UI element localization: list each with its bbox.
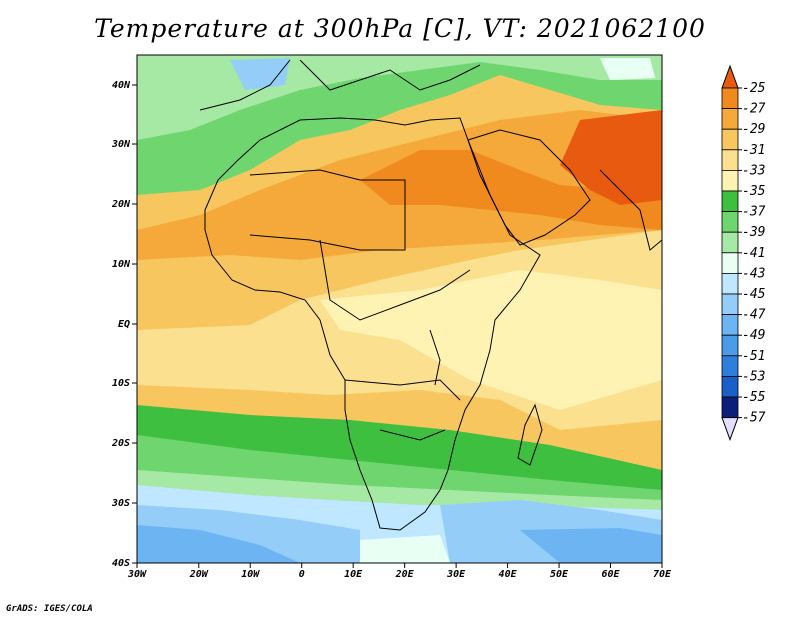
field-35: [320, 270, 662, 410]
longitude-axis: 30W 20W 10W 0 10E 20E 30E 40E 50E 60E 70E: [127, 563, 672, 580]
temperature-field: [137, 55, 662, 563]
colorbar: -25 -27 -29 -31 -33 -35 -37 -39 -41 -43 -45 -47 -49 -…: [721, 64, 766, 442]
lat-label: 10S: [112, 378, 130, 389]
colorbar-label: -41: [742, 246, 765, 261]
coastlines: [199, 59, 662, 531]
rift-lakes: [429, 329, 441, 386]
field-49-south: [137, 525, 300, 563]
colorbar-label: -29: [742, 122, 765, 137]
colorbar-label: -55: [742, 390, 766, 405]
saharan-borders: [249, 169, 406, 251]
colorbar-label: -37: [742, 205, 766, 220]
lon-label: 10W: [241, 569, 260, 580]
colorbar-segment: [721, 396, 739, 419]
colorbar-label: -43: [742, 266, 765, 281]
plot-frame: [136, 54, 663, 564]
field-29: [360, 150, 662, 230]
iberia-coast: [199, 59, 291, 111]
lat-label: 20N: [111, 199, 131, 210]
colorbar-label: -39: [742, 225, 765, 240]
lon-label: 10E: [344, 569, 363, 580]
credit-text: GrADS: IGES/COLA: [6, 604, 93, 614]
lon-label: 50E: [550, 569, 569, 580]
colorbar-segment: [721, 334, 739, 357]
colorbar-label: -27: [742, 102, 766, 117]
lon-label: 20W: [189, 569, 209, 580]
lon-label: 0: [299, 569, 305, 580]
lon-label: 20E: [395, 569, 415, 580]
sa-borders: [379, 429, 446, 441]
colorbar-label: -33: [742, 163, 765, 178]
india-coast: [599, 169, 662, 251]
lon-label: 30W: [127, 569, 147, 580]
field-49-se: [520, 528, 662, 563]
madagascar-outline: [517, 403, 543, 466]
colorbar-segment: [721, 149, 739, 171]
colorbar-label: -51: [742, 349, 765, 364]
colorbar-segment: [721, 87, 739, 110]
colorbar-segment: [721, 272, 739, 295]
lat-label: 10N: [112, 259, 131, 270]
colorbar-segment: [721, 293, 739, 316]
field-43-north: [600, 58, 655, 80]
map-title: Temperature at 300hPa [C], VT: 202106210…: [94, 14, 706, 43]
colorbar-top-arrow: [721, 64, 739, 89]
lon-label: 30E: [446, 569, 466, 580]
colorbar-label: -35: [742, 184, 766, 199]
colorbar-label: -47: [742, 308, 766, 323]
colorbar-segment: [721, 128, 739, 151]
lat-label: 20S: [111, 438, 130, 449]
colorbar-label: -25: [742, 81, 766, 96]
colorbar-segment: [721, 355, 739, 377]
lat-label: 30N: [111, 139, 131, 150]
field-27: [560, 110, 662, 205]
field-45-north: [230, 58, 290, 90]
colorbar-label: -53: [742, 369, 765, 384]
colorbar-label: -31: [742, 143, 765, 158]
central-borders: [319, 239, 471, 321]
colorbar-label: -57: [742, 411, 766, 426]
lat-label: 40N: [112, 80, 131, 91]
colorbar-segment: [721, 169, 739, 192]
latitude-axis: 40N 30N 20N 10N EQ 10S 20S 30S 40S: [111, 80, 137, 569]
colorbar-segment: [721, 190, 739, 213]
lon-label: 60E: [601, 569, 620, 580]
lon-label: 40E: [499, 569, 518, 580]
colorbar-bottom-arrow: [721, 417, 739, 442]
colorbar-segment: [721, 108, 739, 130]
colorbar-label: -49: [742, 328, 765, 343]
colorbar-segment: [721, 231, 739, 254]
colorbar-label: -45: [742, 287, 766, 302]
colorbar-segment: [721, 211, 739, 233]
africa-outline: [204, 117, 541, 531]
lon-label: 70E: [653, 569, 672, 580]
europe-coast: [299, 59, 481, 91]
arabia-outline: [467, 129, 591, 246]
colorbar-segment: [721, 314, 739, 336]
colorbar-segment: [721, 252, 739, 274]
lat-label: EQ: [118, 319, 130, 330]
lat-label: 30S: [111, 498, 130, 509]
colorbar-segment: [721, 375, 739, 398]
lat-label: 40S: [112, 558, 130, 569]
field-43-south: [360, 535, 450, 563]
southern-borders: [344, 379, 461, 401]
